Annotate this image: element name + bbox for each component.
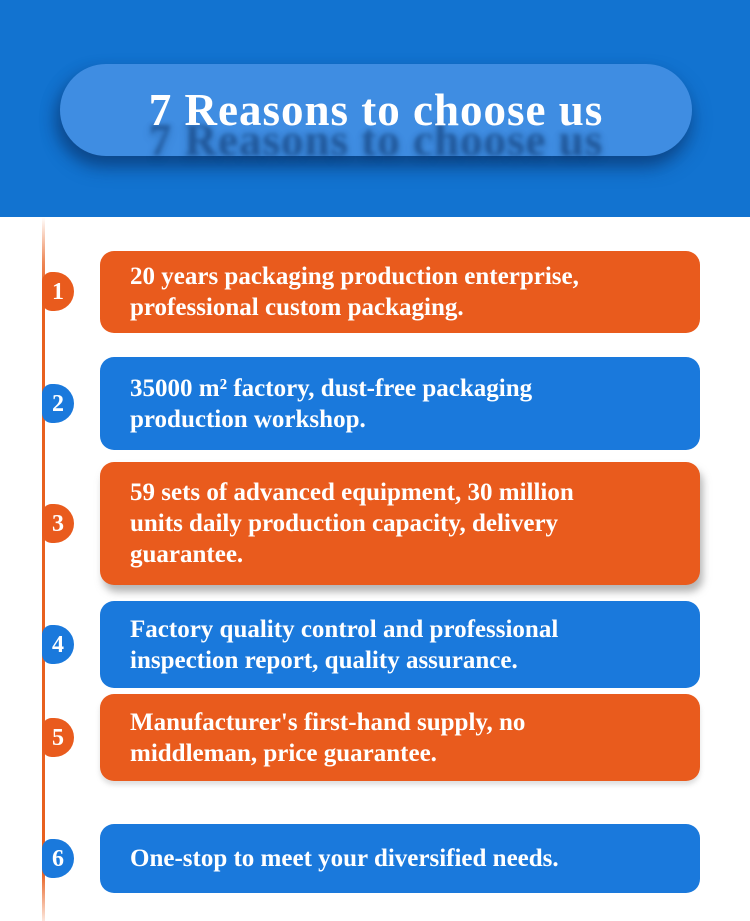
- timeline-line: [42, 217, 45, 921]
- reason-text: 59 sets of advanced equipment, 30 millio…: [130, 479, 574, 568]
- reason-4-card: Factory quality control and professional…: [100, 601, 700, 688]
- reason-text: One-stop to meet your diversified needs.: [130, 845, 559, 872]
- page-title: 7 Reasons to choose us: [148, 85, 604, 135]
- reason-5-card: Manufacturer's first-hand supply, no mid…: [100, 694, 700, 781]
- reason-number: 2: [52, 390, 64, 417]
- reason-3-card: 59 sets of advanced equipment, 30 millio…: [100, 462, 700, 585]
- reason-2-card: 35000 m² factory, dust-free packaging pr…: [100, 357, 700, 450]
- reason-number: 6: [52, 845, 64, 872]
- reason-1-number-badge: 1: [42, 272, 74, 311]
- reason-4-number-badge: 4: [42, 625, 74, 664]
- reason-text: 20 years packaging production enterprise…: [130, 263, 579, 321]
- header-banner: 7 Reasons to choose us: [0, 0, 750, 217]
- reason-6-number-badge: 6: [42, 839, 74, 878]
- reason-number: 4: [52, 631, 64, 658]
- reason-text: 35000 m² factory, dust-free packaging pr…: [130, 374, 533, 433]
- reason-3-number-badge: 3: [42, 504, 74, 543]
- reason-text: Manufacturer's first-hand supply, no mid…: [130, 708, 526, 767]
- reason-5-number-badge: 5: [42, 718, 74, 757]
- title-pill: 7 Reasons to choose us: [60, 64, 692, 156]
- reason-text: Factory quality control and professional…: [130, 615, 559, 674]
- reason-number: 1: [52, 278, 64, 305]
- reason-number: 5: [52, 724, 64, 751]
- reason-2-number-badge: 2: [42, 384, 74, 423]
- reason-1-card: 20 years packaging production enterprise…: [100, 251, 700, 333]
- reason-number: 3: [52, 510, 64, 537]
- reason-6-card: One-stop to meet your diversified needs.: [100, 824, 700, 893]
